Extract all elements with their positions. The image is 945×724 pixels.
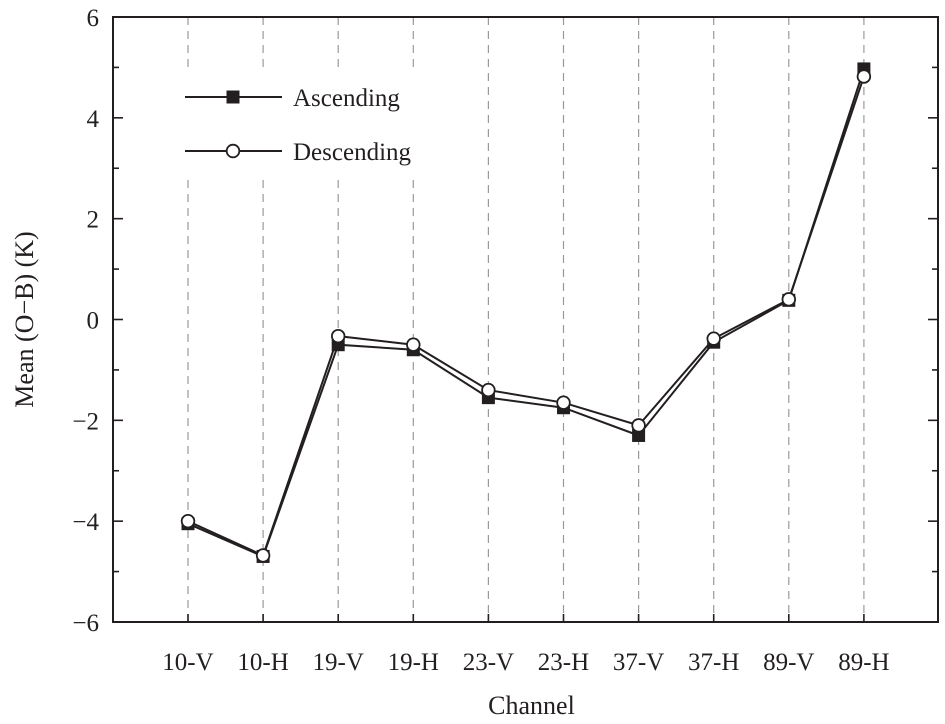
data-point-descending-89-v — [781, 292, 797, 307]
x-tick-label: 19-V — [313, 649, 364, 676]
plot-frame — [112, 16, 939, 623]
legend: Ascending Descending — [185, 85, 412, 166]
y-tick-label: 2 — [87, 207, 100, 234]
y-tick-label: −2 — [72, 408, 99, 435]
data-point-descending-37-h — [706, 331, 721, 346]
legend-marker-ascending — [226, 90, 240, 104]
x-tick-label: 10-H — [237, 649, 288, 676]
x-tick-label: 89-V — [763, 649, 814, 676]
x-tick-label: 89-H — [838, 649, 889, 676]
y-tick-label: 4 — [87, 106, 100, 133]
y-tick-label: −6 — [72, 610, 99, 637]
legend-item-descending: Descending — [185, 139, 412, 166]
grid-lines — [187, 17, 865, 622]
series-descending — [180, 69, 872, 563]
series-line-ascending — [187, 68, 865, 558]
data-point-descending-23-h — [556, 395, 571, 410]
x-tick-label: 23-V — [463, 649, 514, 676]
data-point-descending-37-v — [631, 418, 646, 433]
data-point-descending-19-h — [406, 337, 421, 352]
legend-marker-descending — [225, 143, 241, 159]
legend-label-ascending: Ascending — [293, 85, 400, 112]
x-axis-title: Channel — [488, 691, 575, 720]
y-tick-label: 0 — [87, 308, 100, 335]
x-tick-label: 37-V — [613, 649, 664, 676]
y-axis-title: Mean (O−B) (K) — [10, 231, 39, 407]
axes: −6 −4 −2 0 2 4 6 10-V 10-H 19-V 19-H 23-V 23-H 37-V 37… — [72, 5, 939, 676]
series-ascending — [181, 62, 871, 563]
x-tick-label: 10-V — [162, 649, 213, 676]
y-tick-label: 6 — [87, 5, 100, 32]
legend-item-ascending: Ascending — [185, 85, 400, 112]
series-line-descending — [187, 76, 865, 557]
x-tick-label: 37-H — [688, 649, 739, 676]
data-point-descending-10-h — [255, 548, 271, 563]
x-tick-label: 19-H — [388, 649, 439, 676]
data-point-descending-89-h — [856, 69, 872, 84]
y-tick-label: −4 — [72, 509, 99, 536]
data-point-descending-10-v — [180, 513, 196, 529]
x-tick-label: 23-H — [538, 649, 589, 676]
series-group — [180, 62, 872, 563]
data-point-descending-19-v — [331, 328, 346, 344]
legend-label-descending: Descending — [293, 139, 412, 166]
data-point-descending-23-v — [481, 382, 496, 398]
